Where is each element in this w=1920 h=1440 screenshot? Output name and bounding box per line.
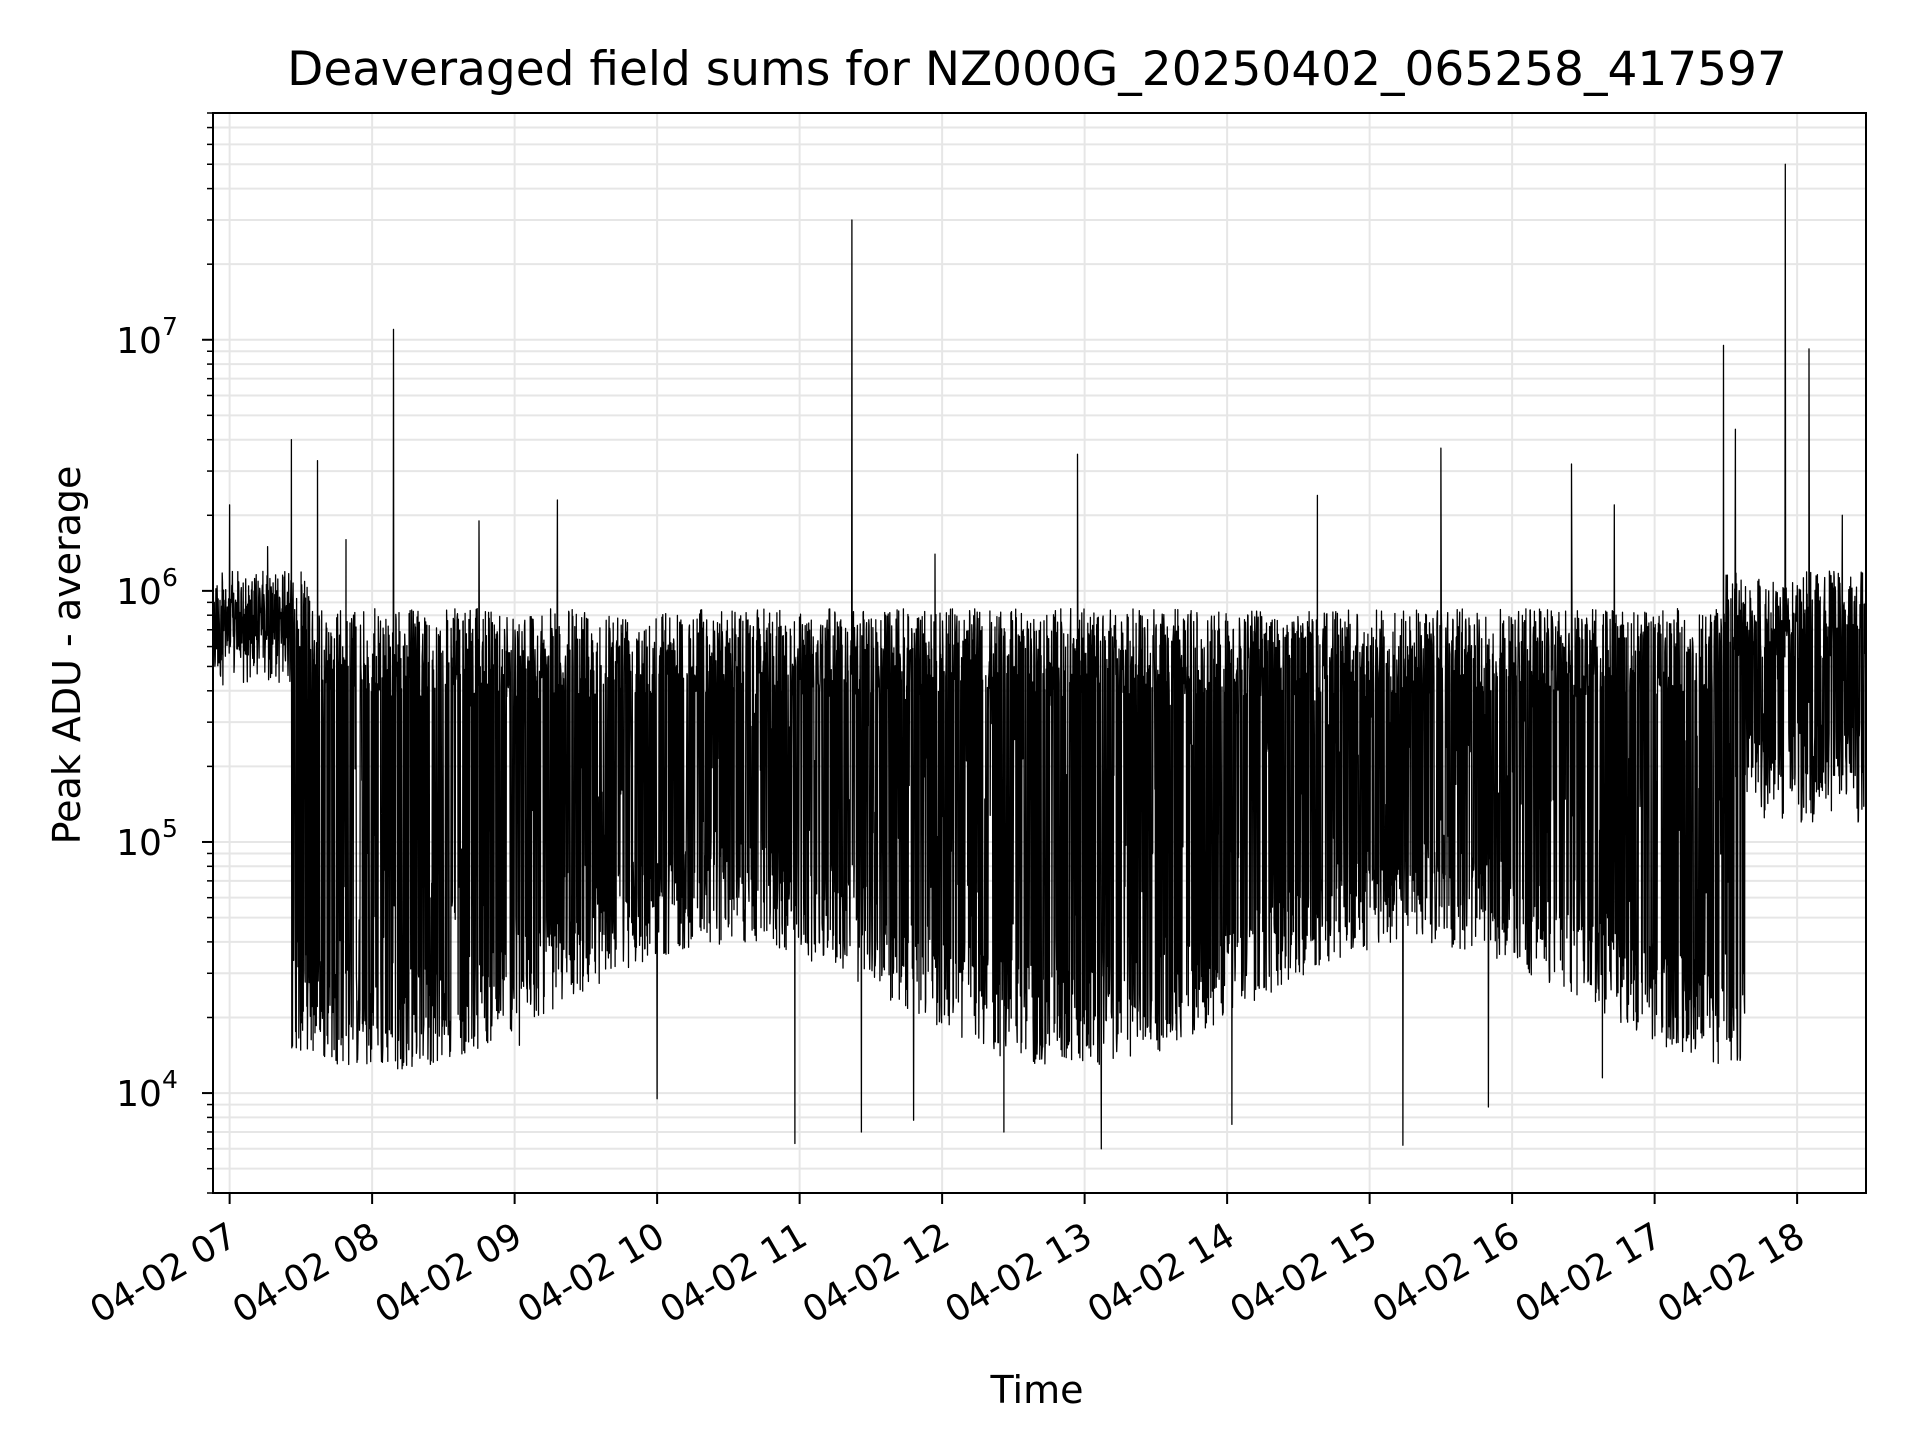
y-tick-label: 104 <box>116 1065 178 1115</box>
series-line <box>212 163 1867 1150</box>
y-tick-label: 105 <box>116 814 178 864</box>
y-tick-label: 107 <box>116 312 178 362</box>
plot-frame <box>212 112 1867 1194</box>
chart-title: Deaveraged field sums for NZ000G_2025040… <box>287 42 1787 97</box>
plot-series <box>212 163 1867 1150</box>
y-ticks: 104 105 106 107 <box>116 112 213 1194</box>
y-tick-label: 106 <box>116 563 178 613</box>
x-axis-label: Time <box>990 1368 1084 1412</box>
y-axis-label: Peak ADU - average <box>45 466 89 845</box>
